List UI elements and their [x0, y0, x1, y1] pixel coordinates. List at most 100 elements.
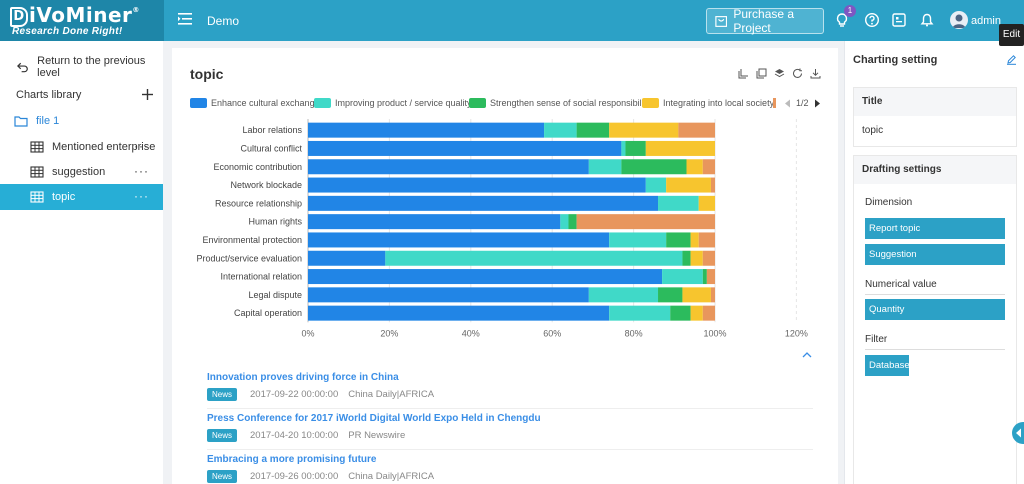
news-title-link[interactable]: Innovation proves driving force in China [207, 372, 399, 383]
bar-segment [702, 305, 715, 321]
table-icon [30, 191, 44, 203]
purchase-project-label: Purchase a Project [733, 7, 795, 35]
bar-segment [670, 305, 691, 321]
news-list: Innovation proves driving force in China… [207, 368, 813, 484]
bar-segment [385, 250, 683, 266]
legend-swatch [469, 98, 486, 108]
dimension-label: Dimension [865, 197, 913, 208]
purchase-project-button[interactable]: Purchase a Project [706, 7, 824, 35]
bar-segment [308, 287, 589, 303]
bar-segment [308, 305, 610, 321]
title-section: Title topic [853, 87, 1017, 147]
more-icon[interactable]: ··· [134, 164, 149, 178]
back-link[interactable]: Return to the previous level [0, 54, 163, 80]
legend-label: Enhance cultural exchange [211, 98, 320, 108]
bar-segment [576, 122, 610, 138]
dashboard-icon[interactable] [891, 12, 907, 28]
sidebar-item-file[interactable]: file 1 [0, 108, 163, 134]
divider [865, 294, 1005, 295]
legend-page-label: 1/2 [796, 98, 809, 108]
bar-segment [698, 195, 715, 211]
avatar[interactable] [950, 11, 968, 29]
bar-segment [621, 140, 626, 156]
table-icon [30, 166, 44, 178]
news-date: 2017-04-20 10:00:00 [250, 430, 339, 441]
more-icon[interactable]: ··· [134, 189, 149, 203]
bar-segment [588, 159, 622, 175]
panel-toggle-button[interactable] [1012, 422, 1024, 444]
chevron-left-icon[interactable] [784, 99, 791, 108]
x-tick-label: 40% [462, 328, 480, 338]
category-label: Resource relationship [215, 198, 302, 208]
zoom-icon[interactable] [738, 68, 749, 79]
help-icon[interactable] [864, 12, 880, 28]
title-value[interactable]: topic [862, 125, 884, 136]
news-source: China Daily|AFRICA [348, 389, 435, 400]
bar-segment [308, 214, 561, 230]
drafting-section-header: Drafting settings [854, 156, 1016, 184]
legend-swatch [314, 98, 331, 108]
chevron-up-icon[interactable] [802, 351, 812, 358]
bar-segment [702, 159, 715, 175]
legend-item[interactable]: Integrating into local society [642, 98, 774, 108]
category-label: Cultural conflict [240, 143, 302, 153]
bar-segment [621, 159, 687, 175]
x-tick-label: 20% [380, 328, 398, 338]
bar-segment [662, 269, 703, 285]
numerical-tag[interactable]: Quantity [865, 299, 1005, 320]
user-name[interactable]: admin [971, 15, 1001, 27]
bell-icon[interactable] [919, 12, 935, 28]
notification-badge: 1 [844, 5, 856, 17]
menu-icon[interactable] [178, 13, 192, 25]
title-section-header: Title [854, 88, 1016, 116]
zoom-reset-icon[interactable] [756, 68, 767, 79]
bar-segment [588, 287, 659, 303]
category-label: Product/service evaluation [196, 253, 302, 263]
legend-item[interactable] [773, 98, 776, 108]
sidebar-item-label: Mentioned enterprise [52, 141, 156, 153]
sidebar-item-suggestion[interactable]: suggestion ··· [0, 159, 163, 185]
download-icon[interactable] [810, 68, 821, 79]
stack-icon[interactable] [774, 68, 785, 79]
bar-segment [702, 269, 707, 285]
divider [865, 349, 1005, 350]
refresh-icon[interactable] [792, 68, 803, 79]
bar-segment [308, 269, 663, 285]
bar-segment [308, 250, 386, 266]
project-name[interactable]: Demo [207, 14, 240, 28]
add-icon[interactable] [142, 89, 153, 100]
category-label: Labor relations [242, 125, 302, 135]
dimension-tag[interactable]: Report topic [865, 218, 1005, 239]
bar-segment [690, 232, 699, 248]
sidebar-item-topic[interactable]: topic ··· [0, 184, 163, 210]
bar-segment [706, 269, 715, 285]
sidebar: Return to the previous level Charts libr… [0, 41, 163, 484]
dimension-tag[interactable]: Suggestion [865, 244, 1005, 265]
legend-item[interactable]: Enhance cultural exchange [190, 98, 320, 108]
x-tick-label: 120% [785, 328, 808, 338]
news-title-link[interactable]: Press Conference for 2017 iWorld Digital… [207, 413, 541, 424]
legend-item[interactable]: Improving product / service quality [314, 98, 472, 108]
sidebar-item-mentioned-enterprise[interactable]: Mentioned enterprise ··· [0, 134, 163, 160]
filter-label: Filter [865, 334, 888, 345]
category-label: Human rights [248, 217, 302, 227]
edit-icon[interactable] [1006, 54, 1017, 65]
chevron-right-icon[interactable] [814, 99, 821, 108]
bar-segment [690, 305, 703, 321]
filter-tag[interactable]: Database [865, 355, 910, 376]
bar-segment [645, 140, 715, 156]
bar-segment [560, 214, 569, 230]
legend-item[interactable]: Strengthen sense of social responsibilit… [469, 98, 652, 108]
sidebar-item-label: file 1 [36, 115, 60, 127]
news-date: 2017-09-22 00:00:00 [250, 389, 339, 400]
news-title-link[interactable]: Embracing a more promising future [207, 454, 377, 465]
bar-segment [710, 287, 715, 303]
more-icon[interactable]: ··· [134, 139, 149, 153]
bar-segment [609, 122, 679, 138]
bar-segment [625, 140, 646, 156]
sidebar-item-label: topic [52, 191, 76, 203]
bar-segment [568, 214, 577, 230]
category-label: International relation [220, 272, 302, 282]
